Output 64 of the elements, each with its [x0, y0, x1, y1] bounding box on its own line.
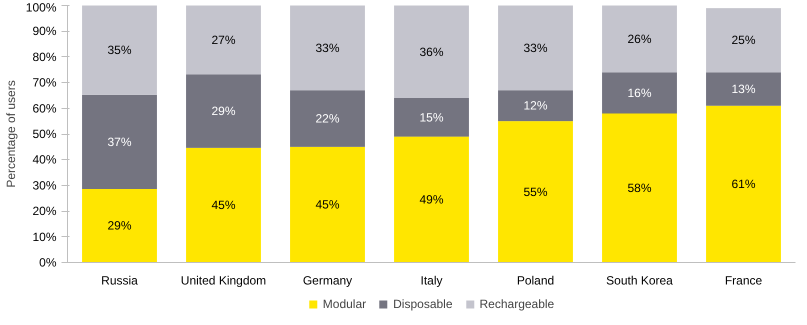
data-label: 12%: [523, 98, 548, 113]
y-tick-label: 70%: [32, 76, 57, 90]
x-tick-label: Italy: [420, 274, 443, 288]
data-label: 13%: [731, 82, 756, 96]
bar: [394, 98, 469, 137]
data-label: 36%: [419, 44, 444, 59]
y-tick-label: 30%: [32, 178, 57, 192]
data-label: 37%: [107, 134, 132, 149]
x-tick-label: United Kingdom: [180, 274, 266, 288]
x-tick-label: Russia: [101, 274, 138, 288]
y-tick-label: 0%: [39, 256, 57, 270]
data-label: 15%: [419, 110, 444, 124]
data-label: 45%: [315, 198, 340, 212]
bar: [82, 94, 157, 189]
data-label: 26%: [627, 32, 652, 46]
bar: [394, 136, 469, 262]
bar: [290, 6, 365, 90]
bar: [602, 6, 677, 72]
data-label: 55%: [523, 184, 548, 199]
data-label: 29%: [211, 104, 236, 118]
bar: [498, 121, 573, 262]
legend-label: Rechargeable: [480, 297, 554, 311]
y-axis-title: Percentage of users: [4, 80, 18, 188]
data-label: 61%: [731, 177, 756, 192]
bar: [82, 189, 157, 262]
data-label: 35%: [107, 43, 132, 58]
y-tick-label: 50%: [32, 127, 57, 141]
legend-label: Disposable: [393, 297, 453, 311]
y-tick-label: 10%: [32, 230, 57, 244]
bar: [706, 106, 781, 262]
y-tick-label: 60%: [32, 101, 57, 116]
bar: [186, 74, 261, 148]
legend-label: Modular: [322, 297, 366, 311]
data-label: 33%: [315, 40, 340, 55]
bar: [186, 148, 261, 262]
x-tick-label: Poland: [516, 274, 554, 288]
x-tick-label: Germany: [302, 274, 352, 288]
bar: [498, 6, 573, 90]
y-tick-label: 80%: [32, 50, 57, 64]
y-tick-label: 20%: [32, 204, 57, 218]
data-label: 49%: [419, 192, 444, 207]
y-tick-label: 40%: [32, 152, 57, 167]
bar: [498, 90, 573, 122]
bar: [706, 8, 781, 72]
data-label: 29%: [107, 218, 132, 233]
data-label: 58%: [627, 180, 652, 195]
bar: [290, 146, 365, 262]
y-tick-label: 100%: [26, 0, 57, 14]
x-tick-label: South Korea: [606, 274, 674, 288]
y-tick-label: 90%: [32, 24, 57, 38]
bar: [706, 72, 781, 106]
data-label: 22%: [315, 112, 340, 126]
bar: [82, 6, 157, 95]
bar: [394, 6, 469, 98]
bar: [602, 72, 677, 114]
bar: [186, 6, 261, 74]
data-label: 45%: [211, 198, 236, 212]
data-label: 16%: [627, 86, 652, 100]
data-label: 25%: [731, 33, 756, 48]
data-label: 27%: [211, 32, 236, 47]
bar: [290, 90, 365, 147]
x-tick-label: France: [724, 274, 762, 288]
data-label: 33%: [523, 40, 548, 55]
bar: [602, 113, 677, 262]
